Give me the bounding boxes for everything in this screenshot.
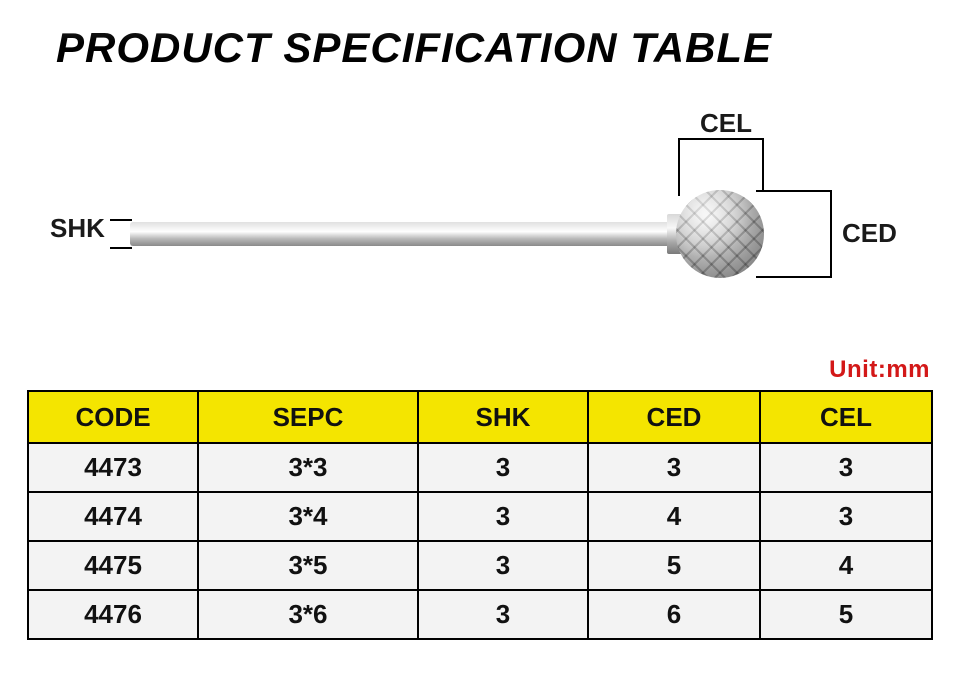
ced-label: CED <box>842 218 897 249</box>
col-header: CEL <box>760 391 932 443</box>
cell: 4475 <box>28 541 198 590</box>
cell: 4 <box>760 541 932 590</box>
cell: 3 <box>418 443 588 492</box>
table-row: 4475 3*5 3 5 4 <box>28 541 932 590</box>
col-header: CED <box>588 391 760 443</box>
shk-dim-line <box>110 219 132 221</box>
cell: 3*5 <box>198 541 418 590</box>
cell: 3 <box>418 492 588 541</box>
col-header: SEPC <box>198 391 418 443</box>
cell: 5 <box>588 541 760 590</box>
cell: 3 <box>418 590 588 639</box>
table-header-row: CODE SEPC SHK CED CEL <box>28 391 932 443</box>
cell: 5 <box>760 590 932 639</box>
cel-dim-line <box>678 138 680 196</box>
cell: 3*4 <box>198 492 418 541</box>
ced-dim-line <box>756 276 832 278</box>
page-title: PRODUCT SPECIFICATION TABLE <box>0 0 960 72</box>
cell: 6 <box>588 590 760 639</box>
col-header: SHK <box>418 391 588 443</box>
cell: 3 <box>760 492 932 541</box>
ced-dim-line <box>756 190 832 192</box>
product-diagram: SHK CEL CED <box>0 102 960 352</box>
tool-shank <box>130 222 670 246</box>
cell: 3 <box>760 443 932 492</box>
table-row: 4476 3*6 3 6 5 <box>28 590 932 639</box>
cel-dim-line <box>762 138 764 190</box>
cell: 4476 <box>28 590 198 639</box>
cell: 3 <box>588 443 760 492</box>
unit-label: Unit:mm <box>0 352 960 390</box>
ced-dim-line <box>830 190 832 278</box>
cell: 3*6 <box>198 590 418 639</box>
cell: 3 <box>418 541 588 590</box>
table-row: 4474 3*4 3 4 3 <box>28 492 932 541</box>
shk-dim-line <box>110 247 132 249</box>
col-header: CODE <box>28 391 198 443</box>
cell: 4474 <box>28 492 198 541</box>
cel-dim-line <box>678 138 764 140</box>
cell: 4473 <box>28 443 198 492</box>
spec-table: CODE SEPC SHK CED CEL 4473 3*3 3 3 3 447… <box>27 390 933 640</box>
tool-ball-head <box>676 190 764 278</box>
cell: 3*3 <box>198 443 418 492</box>
table-row: 4473 3*3 3 3 3 <box>28 443 932 492</box>
cel-label: CEL <box>700 108 752 139</box>
shk-label: SHK <box>50 213 105 244</box>
cell: 4 <box>588 492 760 541</box>
